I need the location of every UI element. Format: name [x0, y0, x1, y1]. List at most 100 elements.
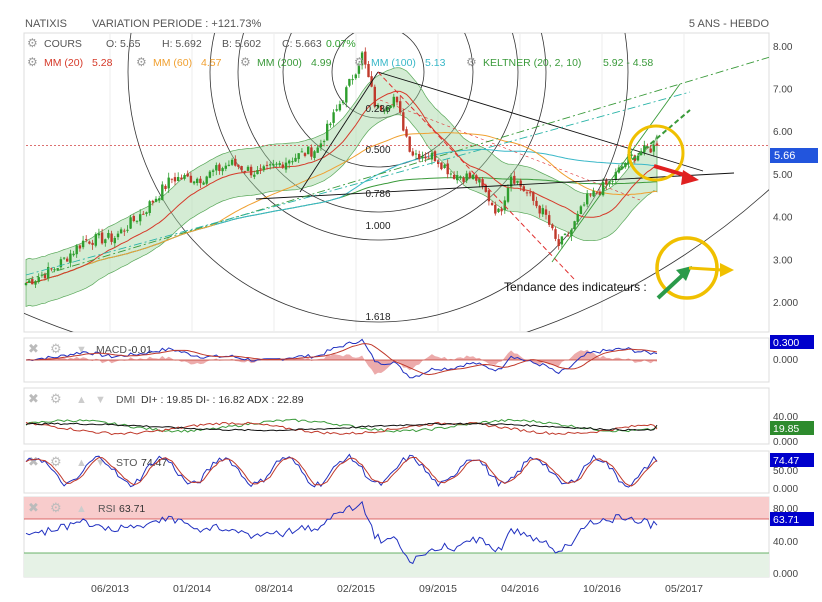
candle-body	[560, 236, 564, 245]
gear-icon[interactable]: ⚙	[50, 500, 62, 515]
panel-badge	[770, 453, 814, 467]
move-up-icon[interactable]: ▲	[76, 394, 87, 406]
candle-body	[288, 160, 291, 164]
candle-body	[211, 170, 215, 172]
candle-body	[351, 79, 354, 81]
di-plus-line	[25, 418, 658, 433]
candle-body	[338, 104, 342, 111]
close-icon[interactable]: ✖	[28, 500, 39, 515]
panel-title: MACD	[96, 344, 127, 356]
last-price-text: 5.66	[774, 150, 795, 162]
legend-item[interactable]: ⚙ MM (20) 5.28	[27, 55, 113, 69]
candle-body	[595, 192, 598, 194]
candle-body	[199, 178, 202, 184]
close-icon[interactable]: ✖	[28, 454, 39, 469]
variation-label: VARIATION PERIODE : +121.73%	[92, 18, 261, 30]
candle-body	[532, 191, 535, 201]
green-arrowhead-icon	[676, 266, 692, 281]
dmi-panel[interactable]: ✖ ⚙ ▲ ▼ DMI DI+ : 19.85 DI- : 16.82 ADX : 22.…	[23, 387, 814, 448]
candle-body	[322, 141, 326, 143]
gear-icon[interactable]: ⚙	[136, 55, 147, 69]
legend-item[interactable]: ⚙ MM (100) 5.13	[354, 55, 446, 69]
candle-body	[47, 267, 50, 279]
move-down-icon[interactable]: ▼	[95, 394, 106, 406]
candle-body	[310, 147, 313, 157]
gear-icon[interactable]: ⚙	[354, 55, 365, 69]
trend-line[interactable]	[255, 172, 735, 200]
candle-body	[484, 184, 487, 192]
candle-body	[589, 194, 592, 196]
candle-body	[573, 221, 576, 229]
indicator-legend[interactable]: ⚙ MM (20) 5.28 ⚙ MM (60) 4.57 ⚙ MM (200) 4.99…	[27, 55, 653, 69]
candle-body	[586, 193, 589, 205]
candle-body	[240, 166, 243, 171]
candle-body	[72, 253, 75, 256]
panel-frame	[23, 387, 770, 445]
candle-body	[506, 188, 510, 202]
candle-body	[500, 208, 503, 212]
candle-body	[28, 280, 31, 283]
trend-line[interactable]	[25, 56, 770, 281]
move-down-icon[interactable]: ▼	[95, 457, 106, 469]
candle-body	[475, 175, 478, 181]
candle-body	[389, 105, 392, 108]
close-icon[interactable]: ✖	[28, 391, 39, 406]
legend-item[interactable]: ⚙ MM (200) 4.99	[240, 55, 332, 69]
candle-body	[291, 161, 294, 163]
legend-item[interactable]: ⚙ KELTNER (20, 2, 10) 5.92 - 4.58	[466, 55, 653, 69]
x-tick-label: 09/2015	[419, 583, 457, 595]
fib-arc	[237, 33, 519, 213]
y-tick-label: 6.00	[773, 127, 793, 138]
candle-body	[551, 224, 554, 229]
panel-badge-value: 74.47	[773, 455, 799, 467]
open-value: O: 5.65	[106, 38, 141, 50]
gear-icon[interactable]: ⚙	[240, 55, 251, 69]
candle-body	[297, 153, 300, 160]
candle-body	[81, 240, 85, 248]
candle-body	[110, 233, 113, 242]
legend-cours[interactable]: ⚙ COURS O: 5.65 H: 5.692 B: 5.602 C: 5.6…	[27, 36, 356, 50]
move-down-icon[interactable]: ▼	[76, 344, 87, 356]
candle-body	[579, 206, 583, 214]
candle-body	[329, 123, 332, 126]
legend-item[interactable]: ⚙ MM (60) 4.57	[136, 55, 222, 69]
gear-icon[interactable]: ⚙	[50, 391, 62, 406]
trend-line[interactable]	[377, 71, 704, 172]
gear-icon[interactable]: ⚙	[50, 341, 62, 356]
last-price-tag	[770, 148, 818, 163]
move-up-icon[interactable]: ▲	[76, 457, 87, 469]
mm20-line	[25, 90, 658, 284]
x-tick-label: 02/2015	[337, 583, 375, 595]
gear-icon[interactable]: ⚙	[50, 454, 62, 469]
candle-body	[202, 182, 205, 185]
trend-line[interactable]	[619, 109, 691, 171]
candle-body	[360, 52, 364, 66]
candle-body	[119, 229, 123, 234]
period-label: 5 ANS - HEBDO	[689, 18, 770, 30]
trend-line[interactable]	[25, 91, 691, 276]
candle-body	[151, 200, 154, 203]
candle-body	[123, 230, 126, 232]
candle-body	[424, 156, 427, 159]
indicator-trend-note: Tendance des indicateurs :	[504, 280, 647, 294]
gear-icon[interactable]: ⚙	[27, 55, 38, 69]
trend-line[interactable]	[299, 71, 379, 193]
panel-value: 63.71	[119, 503, 145, 515]
candle-body	[601, 182, 605, 196]
trend-line[interactable]	[551, 83, 681, 263]
move-up-icon[interactable]: ▲	[76, 503, 87, 515]
panel-badge-value: 63.71	[773, 514, 799, 526]
close-icon[interactable]: ✖	[28, 341, 39, 356]
candle-body	[367, 64, 370, 78]
panel-badge	[770, 512, 814, 526]
panel-value: -0.01	[128, 344, 152, 356]
macd-panel[interactable]: ✖ ⚙ ▼ MACD -0.01 0.300 0.000	[23, 335, 814, 383]
candle-body	[253, 174, 256, 177]
candle-body	[135, 220, 139, 222]
gear-icon[interactable]: ⚙	[27, 36, 38, 50]
gear-icon[interactable]: ⚙	[466, 55, 477, 69]
trend-line[interactable]	[379, 99, 641, 201]
red-arrowhead-icon	[681, 170, 699, 185]
